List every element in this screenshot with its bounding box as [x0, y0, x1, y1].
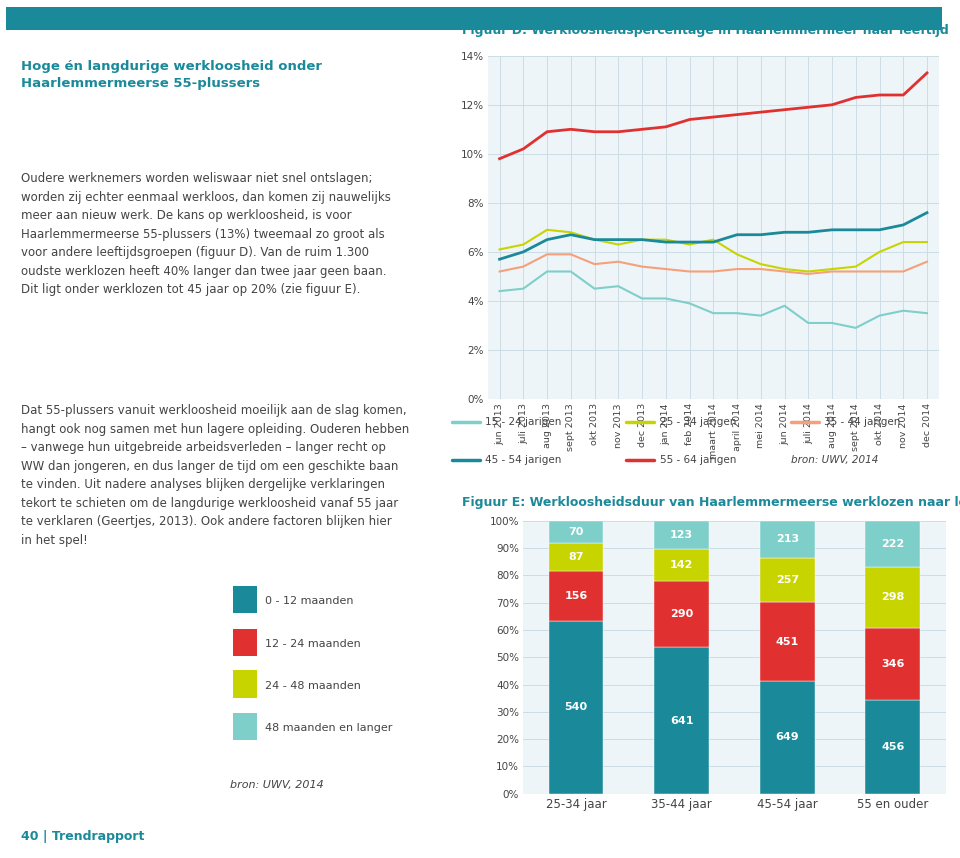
- FancyBboxPatch shape: [233, 629, 257, 656]
- Text: 123: 123: [670, 530, 693, 540]
- FancyBboxPatch shape: [850, 8, 884, 30]
- FancyBboxPatch shape: [762, 8, 797, 30]
- Text: 257: 257: [776, 575, 799, 585]
- Text: 25 - 34 jarigen: 25 - 34 jarigen: [660, 417, 736, 426]
- Bar: [759, 521, 815, 558]
- Bar: [865, 566, 921, 628]
- Text: 641: 641: [670, 716, 693, 726]
- Bar: [865, 699, 921, 794]
- FancyBboxPatch shape: [821, 8, 855, 30]
- FancyBboxPatch shape: [180, 8, 215, 30]
- FancyBboxPatch shape: [705, 8, 739, 30]
- FancyBboxPatch shape: [617, 8, 652, 30]
- FancyBboxPatch shape: [35, 8, 69, 30]
- Bar: [548, 621, 604, 794]
- Text: 346: 346: [881, 659, 904, 669]
- Text: bron: UWV, 2014: bron: UWV, 2014: [790, 455, 877, 464]
- FancyBboxPatch shape: [64, 8, 99, 30]
- Text: 451: 451: [776, 637, 799, 647]
- Text: 290: 290: [670, 609, 693, 619]
- Bar: [654, 648, 709, 794]
- FancyBboxPatch shape: [209, 8, 244, 30]
- Text: Dat 55-plussers vanuit werkloosheid moeilijk aan de slag komen,
hangt ook nog sa: Dat 55-plussers vanuit werkloosheid moei…: [21, 404, 409, 547]
- Bar: [865, 628, 921, 699]
- Text: bron: UWV, 2014: bron: UWV, 2014: [230, 780, 324, 790]
- Text: 540: 540: [564, 703, 588, 712]
- Bar: [654, 581, 709, 648]
- FancyBboxPatch shape: [297, 8, 331, 30]
- Text: Figuur D: Werkloosheidspercentage in Haarlemmermeer naar leeftijd: Figuur D: Werkloosheidspercentage in Haa…: [462, 24, 948, 37]
- Bar: [654, 521, 709, 549]
- Text: Figuur E: Werkloosheidsduur van Haarlemmermeerse werklozen naar leeftijd: Figuur E: Werkloosheidsduur van Haarlemm…: [462, 496, 960, 509]
- FancyBboxPatch shape: [238, 8, 273, 30]
- FancyBboxPatch shape: [588, 8, 622, 30]
- Text: 24 - 48 maanden: 24 - 48 maanden: [265, 680, 361, 691]
- FancyBboxPatch shape: [384, 8, 419, 30]
- FancyBboxPatch shape: [500, 8, 535, 30]
- FancyBboxPatch shape: [152, 8, 186, 30]
- Text: 45 - 54 jarigen: 45 - 54 jarigen: [485, 455, 562, 464]
- Text: 142: 142: [670, 560, 693, 570]
- Text: 213: 213: [776, 535, 799, 544]
- FancyBboxPatch shape: [268, 8, 302, 30]
- FancyBboxPatch shape: [791, 8, 826, 30]
- FancyBboxPatch shape: [233, 713, 257, 740]
- FancyBboxPatch shape: [122, 8, 156, 30]
- Bar: [548, 571, 604, 621]
- Text: 40 | Trendrapport: 40 | Trendrapport: [21, 830, 145, 843]
- FancyBboxPatch shape: [878, 8, 913, 30]
- FancyBboxPatch shape: [413, 8, 447, 30]
- FancyBboxPatch shape: [559, 8, 593, 30]
- FancyBboxPatch shape: [233, 670, 257, 698]
- Text: 87: 87: [568, 552, 584, 562]
- FancyBboxPatch shape: [908, 8, 943, 30]
- Text: 15 - 24 jarigen: 15 - 24 jarigen: [485, 417, 562, 426]
- Text: 12 - 24 maanden: 12 - 24 maanden: [265, 639, 361, 650]
- FancyBboxPatch shape: [233, 586, 257, 613]
- FancyBboxPatch shape: [675, 8, 709, 30]
- FancyBboxPatch shape: [325, 8, 360, 30]
- Text: 35 - 44 jarigen: 35 - 44 jarigen: [824, 417, 900, 426]
- FancyBboxPatch shape: [471, 8, 506, 30]
- Bar: [654, 549, 709, 581]
- Text: 298: 298: [881, 592, 904, 602]
- Bar: [759, 681, 815, 794]
- Text: 48 maanden en langer: 48 maanden en langer: [265, 723, 393, 734]
- FancyBboxPatch shape: [530, 8, 564, 30]
- Bar: [759, 602, 815, 681]
- Text: Oudere werknemers worden weliswaar niet snel ontslagen;
worden zij echter eenmaa: Oudere werknemers worden weliswaar niet …: [21, 172, 391, 296]
- FancyBboxPatch shape: [646, 8, 681, 30]
- FancyBboxPatch shape: [443, 8, 477, 30]
- Text: 0 - 12 maanden: 0 - 12 maanden: [265, 596, 354, 607]
- Bar: [759, 558, 815, 602]
- Text: 70: 70: [568, 527, 584, 537]
- Text: 649: 649: [776, 732, 799, 742]
- Bar: [865, 521, 921, 566]
- Text: 156: 156: [564, 591, 588, 601]
- Text: 55 - 64 jarigen: 55 - 64 jarigen: [660, 455, 736, 464]
- Bar: [548, 521, 604, 543]
- Text: 456: 456: [881, 741, 904, 752]
- Text: Hoge én langdurige werkloosheid onder
Haarlemmermeerse 55-plussers: Hoge én langdurige werkloosheid onder Ha…: [21, 60, 323, 90]
- FancyBboxPatch shape: [355, 8, 390, 30]
- FancyBboxPatch shape: [6, 8, 40, 30]
- Text: 222: 222: [881, 539, 904, 549]
- Bar: [548, 543, 604, 571]
- FancyBboxPatch shape: [93, 8, 128, 30]
- FancyBboxPatch shape: [733, 8, 768, 30]
